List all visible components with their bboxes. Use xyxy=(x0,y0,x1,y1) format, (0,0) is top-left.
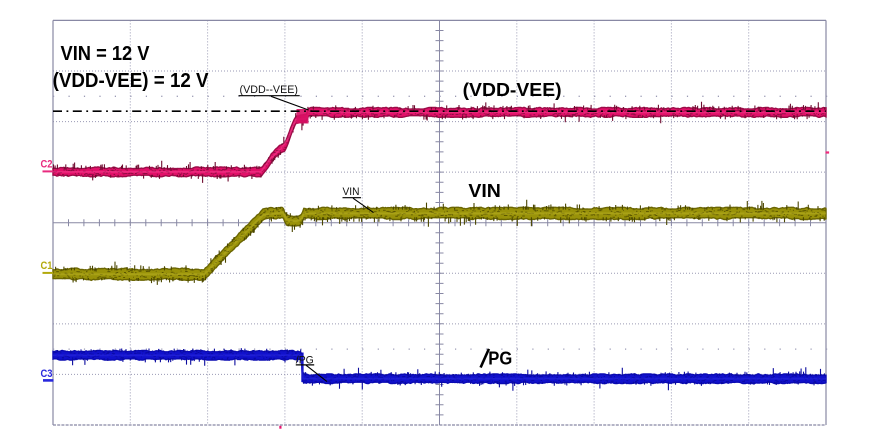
svg-text:(VDD--VEE): (VDD--VEE) xyxy=(240,84,299,96)
svg-text:(VDD-VEE) = 12 V: (VDD-VEE) = 12 V xyxy=(53,70,210,92)
svg-text:(VDD-VEE): (VDD-VEE) xyxy=(463,80,562,100)
svg-text:VIN: VIN xyxy=(343,186,360,198)
svg-text:C1: C1 xyxy=(41,260,53,272)
svg-text:C3: C3 xyxy=(41,368,53,380)
svg-text:/PG: /PG xyxy=(296,354,314,366)
svg-text:VIN: VIN xyxy=(468,181,501,201)
svg-text:VIN = 12 V: VIN = 12 V xyxy=(61,43,151,65)
svg-text:PG: PG xyxy=(488,349,512,369)
svg-text:C2: C2 xyxy=(41,159,53,171)
